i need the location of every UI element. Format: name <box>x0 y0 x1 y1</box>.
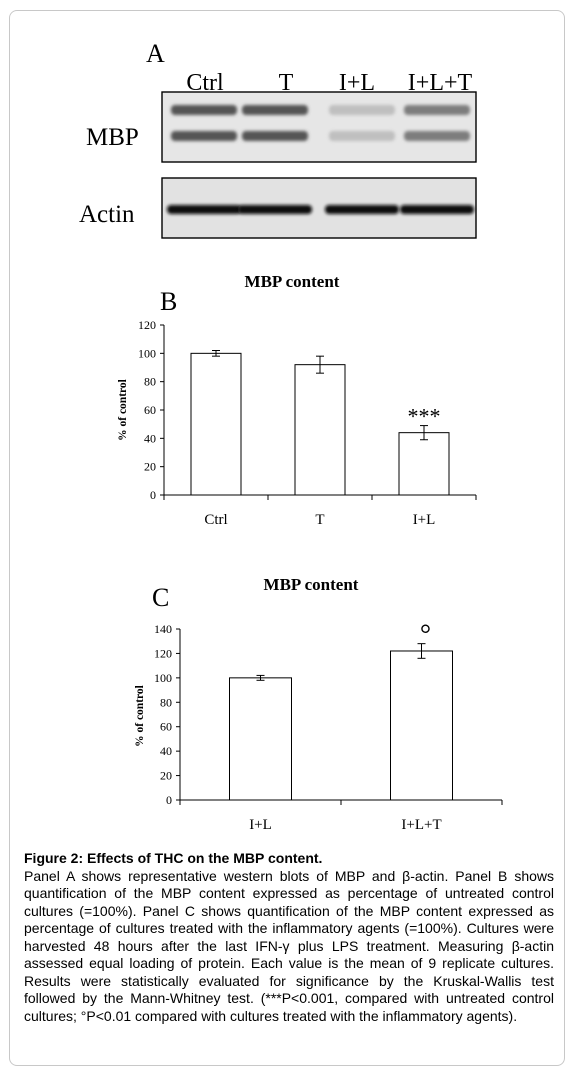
blot-row-label-actin: Actin <box>79 201 135 228</box>
western-blot-panel: A Ctrl T I+L I+L+T MBP Actin <box>79 39 477 239</box>
chart-b-ylabel: % of control <box>117 379 129 441</box>
chart-b-ytick-label-4: 80 <box>144 375 156 389</box>
chart-c-ytick-label-7: 140 <box>154 622 172 636</box>
chart-c-significance-1: ° <box>420 620 431 651</box>
chart-b-category-label-2: I+L <box>413 512 436 528</box>
lane-label-t: T <box>279 70 294 96</box>
mbp-band-lane-4-2 <box>404 131 470 141</box>
mbp-band-lane-3-1 <box>329 105 395 115</box>
chart-b-bar-0 <box>190 352 242 496</box>
figure-caption: Figure 2: Effects of THC on the MBP cont… <box>24 850 554 1025</box>
chart-b-ytick-label-6: 120 <box>138 318 156 332</box>
chart-c-category-label-0: I+L <box>249 817 272 833</box>
chart-b-significance-2: *** <box>408 404 441 429</box>
chart-b-ytick-label-1: 20 <box>144 460 156 474</box>
blot-row-label-mbp: MBP <box>86 124 139 151</box>
mbp-band-lane-2-2 <box>242 131 308 141</box>
mbp-band-lane-1-2 <box>171 131 237 141</box>
mbp-bands <box>171 105 470 141</box>
panel-b: B MBP content % of control 0 20 40 60 80 100 1… <box>0 265 576 540</box>
chart-b-title: MBP content <box>245 272 340 291</box>
chart-c-plot: 0 20 40 60 80 100 120 140 I+L I+L+T ° <box>154 620 503 833</box>
actin-bands <box>167 205 474 214</box>
actin-band-lane-3 <box>325 205 399 214</box>
chart-panel-b: B MBP content % of control 0 20 40 60 80 100 1… <box>117 272 477 528</box>
mbp-band-lane-3-2 <box>329 131 395 141</box>
chart-c-bar-1 <box>390 650 453 801</box>
mbp-band-lane-1-1 <box>171 105 237 115</box>
chart-c-bar-0 <box>229 677 292 801</box>
chart-b-plot: 0 20 40 60 80 100 120 Ctrl T I+L *** <box>138 318 477 528</box>
chart-c-ylabel: % of control <box>134 685 146 747</box>
chart-c-ytick-label-0: 0 <box>166 793 172 807</box>
chart-b-ytick-label-3: 60 <box>144 403 156 417</box>
chart-b-category-label-1: T <box>315 512 324 528</box>
actin-band-lane-2 <box>238 205 312 214</box>
chart-b-bar-1 <box>294 364 346 496</box>
chart-b-bar-2 <box>398 432 450 496</box>
chart-b-ytick-label-0: 0 <box>150 488 156 502</box>
panel-c-letter: C <box>152 583 169 612</box>
panel-b-letter: B <box>160 287 177 316</box>
chart-c-ytick-label-5: 100 <box>154 671 172 685</box>
chart-b-ytick-label-2: 40 <box>144 431 156 445</box>
panel-a-letter: A <box>146 39 165 68</box>
chart-c-ytick-label-4: 80 <box>160 695 172 709</box>
chart-c-title: MBP content <box>264 575 359 594</box>
chart-panel-c: C MBP content % of control 0 20 40 60 80 100 1… <box>134 575 503 833</box>
chart-b-ytick-label-5: 100 <box>138 346 156 360</box>
caption-title: Figure 2: Effects of THC on the MBP cont… <box>24 850 323 866</box>
chart-c-category-label-1: I+L+T <box>401 817 441 833</box>
chart-c-ytick-label-6: 120 <box>154 646 172 660</box>
mbp-band-lane-4-1 <box>404 105 470 115</box>
actin-band-lane-1 <box>167 205 241 214</box>
chart-b-category-label-0: Ctrl <box>204 512 227 528</box>
panel-c: C MBP content % of control 0 20 40 60 80 100 1… <box>0 570 576 845</box>
actin-band-lane-4 <box>400 205 474 214</box>
chart-c-ytick-label-3: 60 <box>160 720 172 734</box>
caption-body: Panel A shows representative western blo… <box>24 867 554 1024</box>
mbp-blot-membrane <box>161 91 477 163</box>
chart-c-ytick-label-1: 20 <box>160 769 172 783</box>
chart-c-ytick-label-2: 40 <box>160 744 172 758</box>
mbp-band-lane-2-1 <box>242 105 308 115</box>
